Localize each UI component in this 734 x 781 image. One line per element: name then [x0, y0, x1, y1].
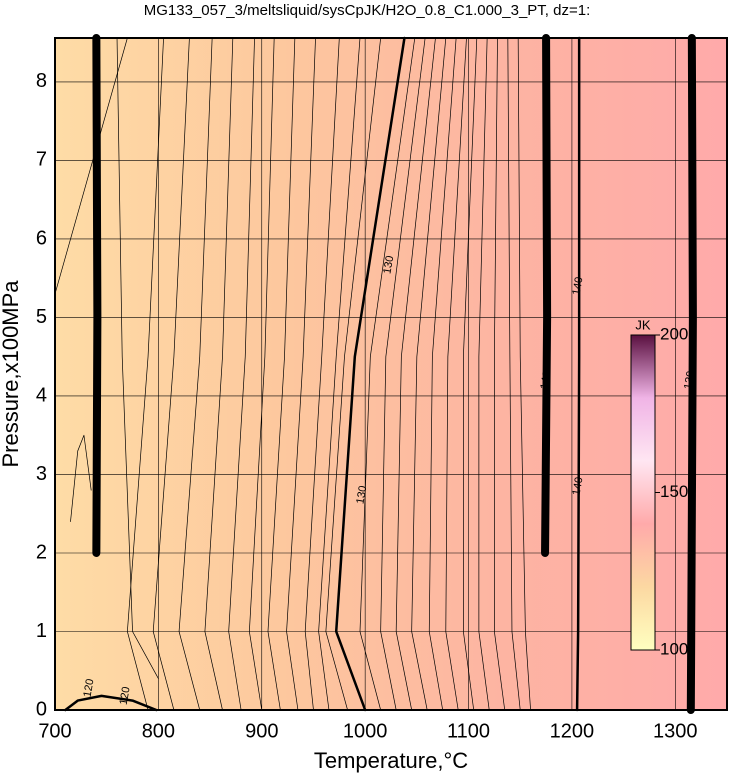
plot-frame — [54, 37, 728, 711]
y-axis-label: Pressure,x100MPa — [0, 280, 23, 468]
contour-label: 140 — [538, 370, 553, 390]
contour-line — [395, 37, 436, 711]
contour-line — [575, 36, 581, 712]
contour-line — [478, 37, 490, 711]
contour-line — [318, 37, 361, 711]
contour-band — [92, 34, 102, 557]
x-tick-label: 700 — [38, 720, 71, 742]
colorbar-tick-label: 150 — [660, 482, 688, 501]
x-tick-label: 1200 — [550, 720, 595, 742]
contour-label: 140 — [571, 476, 586, 496]
contour-line — [359, 37, 416, 711]
contour-line — [428, 37, 457, 711]
x-tick-label: 1000 — [343, 720, 388, 742]
y-tick-label: 7 — [36, 149, 47, 171]
contour-line — [152, 37, 190, 711]
contour-label: 130 — [682, 370, 697, 390]
y-tick-label: 6 — [36, 227, 47, 249]
colorbar-label: JK — [635, 317, 651, 332]
contour-line — [325, 37, 382, 711]
contour-line — [463, 37, 478, 711]
contour-line — [70, 434, 92, 522]
colorbar-tick-label: 100 — [660, 639, 688, 658]
y-tick-label: 2 — [36, 541, 47, 563]
contour-band — [686, 34, 697, 714]
contour-line — [204, 37, 234, 711]
colorbar — [630, 334, 656, 651]
chart-title: MG133_057_3/meltsliquid/sysCpJK/H2O_0.8_… — [144, 2, 591, 19]
contour-line — [178, 37, 213, 711]
contour-line — [116, 37, 159, 679]
contour-line — [249, 37, 275, 711]
contour-line — [228, 37, 255, 711]
contour-line — [380, 37, 426, 711]
contour-line — [286, 37, 316, 711]
contour-line — [54, 37, 128, 295]
contour-line — [334, 36, 406, 712]
y-tick-label: 5 — [36, 306, 47, 328]
contour-line — [445, 37, 467, 711]
x-tick-label: 900 — [245, 720, 278, 742]
y-tick-label: 4 — [36, 384, 47, 406]
contour-label: 130 — [381, 255, 396, 275]
x-tick-label: 800 — [142, 720, 175, 742]
y-tick-label: 1 — [36, 620, 47, 642]
x-tick-label: 1300 — [653, 720, 698, 742]
contour-line — [411, 37, 447, 711]
contour-line — [267, 37, 296, 711]
contour-band — [541, 34, 552, 557]
contour-line — [494, 37, 506, 711]
contour-line — [64, 694, 158, 712]
contour-label: 120 — [118, 686, 133, 706]
contour-label: 120 — [82, 678, 97, 698]
contour-line — [507, 37, 521, 711]
x-tick-label: 1100 — [447, 720, 490, 742]
contour-line — [127, 37, 164, 711]
contour-label: 130 — [354, 485, 369, 505]
contour-line — [304, 37, 340, 711]
x-axis-label: Temperature,°C — [314, 748, 468, 773]
colorbar-tick-label: 200 — [660, 324, 688, 343]
contour-label: 140 — [571, 276, 586, 296]
y-tick-label: 8 — [36, 70, 47, 92]
plot-background — [55, 38, 727, 710]
y-tick-label: 3 — [36, 463, 47, 485]
contour-line — [517, 37, 531, 711]
y-tick-label: 0 — [36, 698, 47, 720]
